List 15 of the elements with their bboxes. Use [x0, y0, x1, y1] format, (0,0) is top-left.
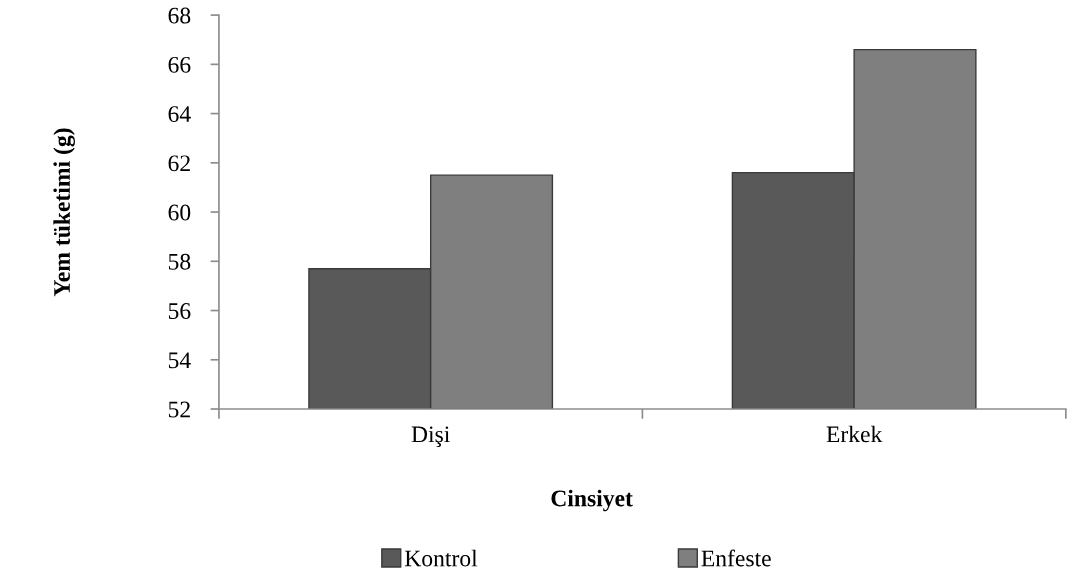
- x-tick-label: Erkek: [826, 425, 883, 443]
- legend-label: Kontrol: [404, 549, 478, 567]
- x-tick-label: Dişi: [411, 426, 450, 448]
- y-tick-label: 68: [168, 7, 191, 24]
- y-tick-label: 66: [168, 56, 191, 73]
- y-tick-label: 62: [168, 155, 190, 172]
- y-tick-label: 60: [168, 204, 191, 221]
- y-tick-label: 54: [168, 352, 191, 369]
- y-tick-label: 58: [168, 253, 191, 270]
- y-axis-title: Yem tüketimi (g): [53, 128, 75, 297]
- x-axis-title: Cinsiyet: [551, 489, 633, 512]
- y-tick-label: 56: [168, 303, 191, 319]
- y-tick-label: 64: [168, 106, 191, 123]
- legend-label: Enfeste: [701, 549, 771, 567]
- y-tick-label: 52: [168, 401, 190, 418]
